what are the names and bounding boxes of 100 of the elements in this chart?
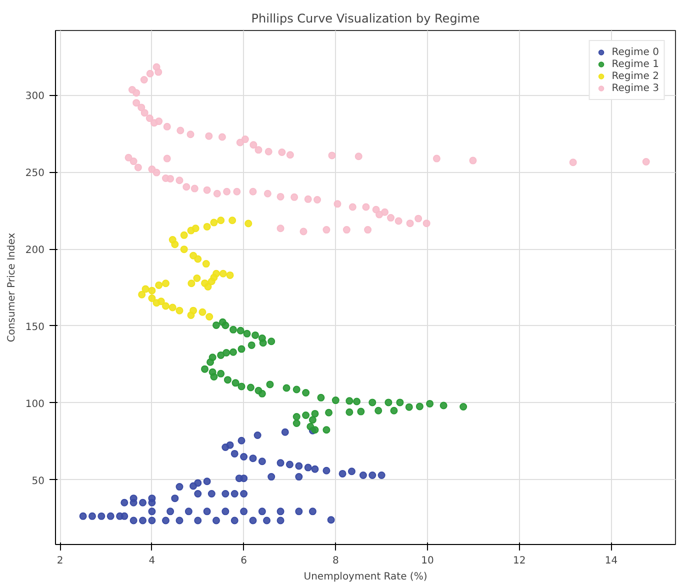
point	[198, 308, 206, 316]
point	[311, 426, 319, 434]
point	[248, 341, 256, 349]
point	[374, 406, 382, 414]
point	[243, 330, 251, 338]
point	[302, 411, 310, 419]
point	[259, 339, 267, 347]
point	[244, 220, 252, 228]
point	[168, 236, 176, 244]
x-tick-label: 12	[512, 556, 526, 566]
y-tick-label: 200	[25, 245, 45, 256]
point	[396, 398, 404, 406]
point	[332, 396, 340, 404]
point	[224, 376, 232, 384]
y-tick-label: 300	[25, 91, 45, 102]
point	[311, 410, 319, 418]
point	[390, 406, 398, 414]
x-tick-label: 8	[332, 556, 339, 566]
point	[322, 426, 330, 434]
point	[212, 321, 220, 329]
point	[201, 365, 209, 373]
point	[180, 246, 188, 254]
point	[416, 402, 424, 410]
point	[187, 311, 195, 319]
point	[222, 322, 230, 330]
point	[190, 252, 198, 260]
point	[148, 286, 156, 294]
point	[192, 224, 200, 232]
point	[353, 398, 361, 406]
point	[346, 408, 354, 416]
point	[426, 400, 434, 408]
point	[292, 419, 300, 427]
point	[236, 326, 244, 334]
point	[252, 331, 260, 339]
point	[232, 379, 240, 387]
point	[282, 384, 290, 392]
point	[193, 274, 201, 282]
point	[325, 408, 333, 416]
point	[206, 312, 214, 320]
point	[308, 416, 316, 424]
point	[162, 280, 170, 288]
point	[246, 384, 254, 392]
y-tick-label: 150	[25, 322, 45, 333]
point	[210, 373, 218, 380]
point	[180, 231, 188, 239]
point	[162, 302, 170, 310]
legend-label: Regime 1	[612, 58, 659, 70]
legend-label: Regime 2	[612, 70, 659, 82]
point	[203, 222, 211, 230]
point	[157, 298, 165, 306]
point	[460, 403, 468, 411]
x-tick-label: 14	[604, 556, 618, 566]
point	[238, 345, 246, 353]
point	[317, 394, 325, 402]
point	[292, 413, 300, 421]
x-tick-label: 6	[240, 556, 247, 566]
point	[148, 294, 156, 302]
point	[176, 306, 184, 314]
legend-label: Regime 3	[612, 82, 659, 94]
y-tick-label: 50	[32, 476, 45, 487]
point	[346, 397, 354, 405]
point	[268, 338, 276, 346]
point	[217, 351, 225, 359]
x-tick-label: 2	[56, 556, 64, 566]
point	[219, 270, 227, 278]
legend-label: Regime 0	[612, 46, 659, 58]
point	[405, 403, 413, 411]
point	[292, 386, 300, 394]
chart-title: Phillips Curve Visualization by Regime	[251, 12, 480, 26]
point	[228, 216, 236, 224]
point	[206, 358, 214, 366]
point	[357, 408, 365, 416]
point	[138, 290, 146, 298]
x-axis-title: Unemployment Rate (%)	[304, 572, 428, 582]
y-axis-title: Consumer Price Index	[6, 232, 18, 342]
point	[217, 216, 225, 224]
point	[384, 398, 392, 406]
point	[440, 402, 448, 410]
point	[202, 260, 210, 268]
point	[210, 274, 218, 282]
point	[302, 389, 310, 397]
point	[210, 218, 218, 226]
y-tick-label: 100	[25, 398, 45, 410]
x-tick-label: 10	[421, 556, 434, 566]
x-tick-label: 4	[148, 556, 156, 566]
point	[188, 280, 196, 288]
point	[142, 285, 150, 293]
point	[229, 326, 237, 334]
point	[229, 348, 237, 356]
point	[222, 349, 230, 356]
point	[226, 271, 234, 279]
point	[204, 282, 212, 290]
point	[217, 370, 225, 378]
point	[258, 390, 266, 398]
point	[238, 382, 246, 390]
point	[368, 398, 376, 406]
y-tick-label: 250	[25, 168, 45, 180]
point	[168, 304, 176, 312]
point	[155, 281, 163, 289]
point	[266, 380, 274, 388]
